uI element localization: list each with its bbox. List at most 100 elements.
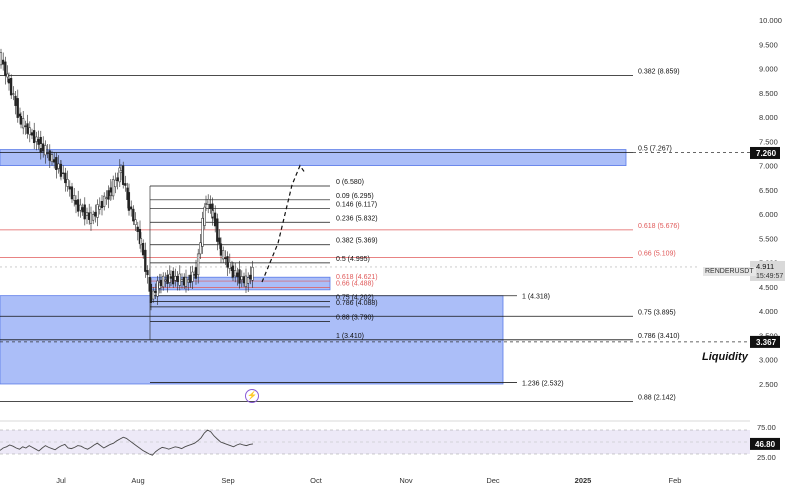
candle-body — [116, 177, 119, 181]
candle-body — [4, 61, 7, 77]
current-price-value: 4.911 — [756, 262, 774, 271]
candle-body — [52, 159, 56, 163]
candle-body — [68, 186, 71, 190]
y-tick-label: 9.000 — [759, 65, 778, 74]
candle-body — [211, 210, 215, 218]
rsi-tick-label: 25.00 — [757, 453, 776, 462]
candle-body — [0, 52, 3, 66]
candle-body — [184, 276, 188, 287]
fib-label-mid: 0.09 (6.295) — [336, 193, 374, 200]
candle-body — [246, 277, 250, 284]
candle-body — [18, 113, 22, 117]
y-tick-label: 4.500 — [759, 283, 778, 292]
candle-body — [206, 199, 210, 205]
symbol-label: RENDERUSDT — [703, 267, 756, 276]
candle-body — [102, 195, 106, 207]
candle-body — [16, 98, 19, 118]
rsi-value-box — [750, 437, 780, 450]
candle-body — [176, 275, 179, 283]
candle-body — [66, 179, 69, 187]
candle-body — [219, 243, 223, 256]
candle-body — [218, 237, 221, 244]
candle-body — [174, 275, 177, 281]
fib-label-left: 0.88 (2.142) — [638, 394, 676, 401]
candle-body — [129, 206, 133, 210]
candle-body — [105, 197, 108, 199]
candle-body — [251, 266, 254, 281]
candle-body — [166, 274, 169, 284]
candle-body — [238, 269, 241, 284]
candle-body — [132, 208, 135, 222]
fib-label-left: 0.786 (3.410) — [638, 333, 680, 340]
x-tick-label: 2025 — [575, 476, 592, 485]
fib-label-left: 0.618 (5.676) — [638, 223, 680, 230]
candle-body — [224, 257, 227, 260]
lightning-icon[interactable]: ⚡ — [245, 389, 259, 403]
candle-body — [156, 280, 159, 297]
candle-body — [136, 226, 139, 232]
candle-body — [178, 273, 181, 286]
y-tick-label: 8.000 — [759, 113, 778, 122]
y-tick-label: 6.000 — [759, 210, 778, 219]
candle-body — [194, 267, 198, 279]
candle-body — [249, 274, 252, 280]
candle-body — [242, 276, 246, 284]
fib-label-left: 0.382 (8.859) — [638, 68, 680, 75]
candle-body — [191, 271, 194, 282]
price-tag-value: 7.260 — [756, 149, 777, 158]
candle-body — [44, 145, 47, 156]
projection-path — [261, 164, 306, 283]
candle-body — [107, 190, 110, 200]
candle-body — [149, 283, 153, 303]
candle-body — [151, 290, 155, 300]
candle-body — [236, 272, 239, 278]
fib-label-mid: 0 (6.580) — [336, 179, 364, 186]
candle-body — [76, 199, 80, 212]
candle-body — [87, 212, 91, 220]
candle-body — [233, 270, 237, 277]
candle-body — [134, 219, 137, 225]
fib-label-right: 1.236 (2.532) — [522, 380, 564, 387]
candle-body — [154, 290, 157, 293]
rsi-line — [0, 429, 254, 456]
candle-body — [209, 203, 212, 209]
fib-label-left: 0.75 (3.895) — [638, 309, 676, 316]
fib-label-mid: 0.5 (4.995) — [336, 256, 370, 263]
x-tick-label: Jul — [56, 476, 66, 485]
candle-body — [189, 274, 192, 283]
rsi-tick-label: 75.00 — [757, 423, 776, 432]
candle-body — [64, 172, 67, 184]
candle-body — [240, 276, 243, 280]
y-tick-label: 8.500 — [759, 89, 778, 98]
fib-label-mid: 1 (3.410) — [336, 333, 364, 340]
fib-label-left: 0.66 (5.109) — [638, 250, 676, 257]
current-price-box — [750, 260, 785, 281]
candle-body — [111, 179, 115, 197]
fib-label-mid: 0.382 (5.369) — [336, 238, 378, 245]
candle-body — [89, 212, 93, 224]
candle-body — [144, 249, 147, 272]
y-tick-label: 9.500 — [759, 40, 778, 49]
candle-body — [216, 218, 219, 242]
y-tick-label: 4.000 — [759, 307, 778, 316]
x-tick-label: Aug — [131, 476, 144, 485]
candle-body — [35, 136, 38, 142]
current-price-countdown: 15:49:57 — [756, 273, 783, 280]
candle-body — [221, 250, 225, 260]
candle-body — [139, 238, 143, 246]
y-tick-label: 7.500 — [759, 137, 778, 146]
x-tick-label: Dec — [486, 476, 500, 485]
fib-label-mid: 0.146 (6.117) — [336, 201, 377, 208]
candle-body — [6, 73, 9, 78]
candle-body — [231, 265, 235, 278]
y-tick-label: 2.500 — [759, 380, 778, 389]
candle-body — [96, 204, 99, 218]
candle-body — [85, 212, 89, 216]
candle-body — [146, 270, 149, 276]
candle-body — [186, 279, 190, 283]
candle-body — [203, 206, 206, 226]
candle-body — [48, 150, 51, 161]
candle-body — [161, 275, 165, 288]
